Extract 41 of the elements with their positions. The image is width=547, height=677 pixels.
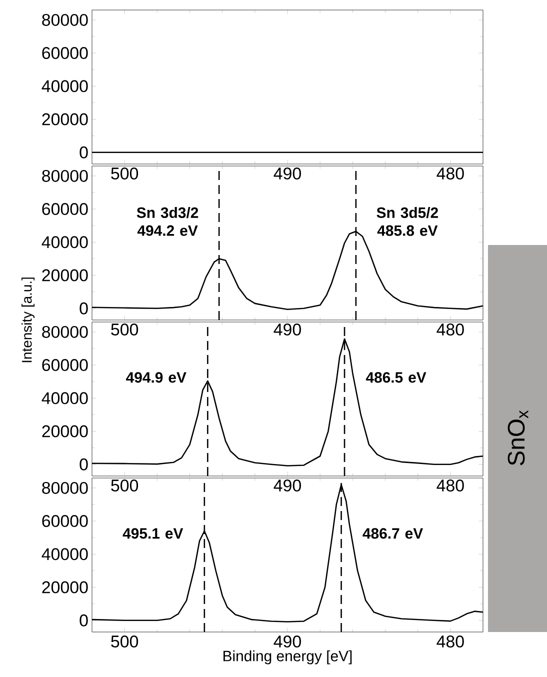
y-tick-label: 80000: [42, 170, 88, 182]
ref-line-label: Sn 3d5/2 485.8 eV: [376, 206, 438, 236]
text: SnO$_{x}$: [508, 410, 528, 466]
y-tick-label: 0: [80, 146, 88, 158]
y-axis-title: Intensity [a.u.]: [22, 278, 35, 362]
ref-line-label: Sn 3d3/2 494.2 eV: [136, 206, 198, 236]
y-tick-label: 80000: [42, 482, 88, 494]
y-tick-label: 20000: [42, 269, 88, 282]
x-tick-label: 500: [111, 324, 138, 336]
y-tick-label: 60000: [42, 203, 88, 216]
x-tick-label: 490: [274, 636, 301, 648]
x-tick-label: 480: [436, 168, 464, 180]
y-tick-label: 0: [80, 302, 88, 314]
y-tick-label: 80000: [42, 14, 88, 26]
y-tick-label: 20000: [42, 113, 88, 126]
x-tick-label: 490: [274, 480, 301, 492]
y-tick-label: 60000: [42, 47, 88, 60]
ref-line-label: 494.9 eV: [126, 372, 186, 383]
ref-line-label: 486.5 eV: [366, 372, 426, 383]
x-tick-label: 500: [111, 636, 138, 648]
y-tick-label: 60000: [42, 359, 88, 372]
x-axis-title: Binding energy [eV]: [224, 650, 352, 664]
y-tick-label: 40000: [42, 80, 88, 92]
y-tick-label: 0: [80, 614, 88, 626]
ref-line-label: 495.1 eV: [122, 528, 184, 539]
y-tick-label: 20000: [42, 581, 88, 594]
y-tick-label: 0: [80, 458, 88, 470]
x-tick-label: 490: [274, 168, 301, 180]
x-tick-label: 500: [111, 480, 138, 492]
y-tick-label: 40000: [42, 548, 88, 560]
y-tick-label: 60000: [42, 515, 88, 528]
x-tick-label: 480: [436, 636, 464, 648]
ref-line-label: 486.7 eV: [362, 528, 423, 539]
y-tick-label: 20000: [42, 425, 88, 438]
y-tick-label: 40000: [42, 392, 88, 404]
y-tick-label: 80000: [42, 326, 88, 338]
y-tick-label: 40000: [42, 236, 88, 248]
x-tick-label: 500: [111, 168, 138, 180]
x-tick-label: 480: [436, 480, 464, 492]
x-tick-label: 480: [436, 324, 464, 336]
x-tick-label: 490: [274, 324, 301, 336]
